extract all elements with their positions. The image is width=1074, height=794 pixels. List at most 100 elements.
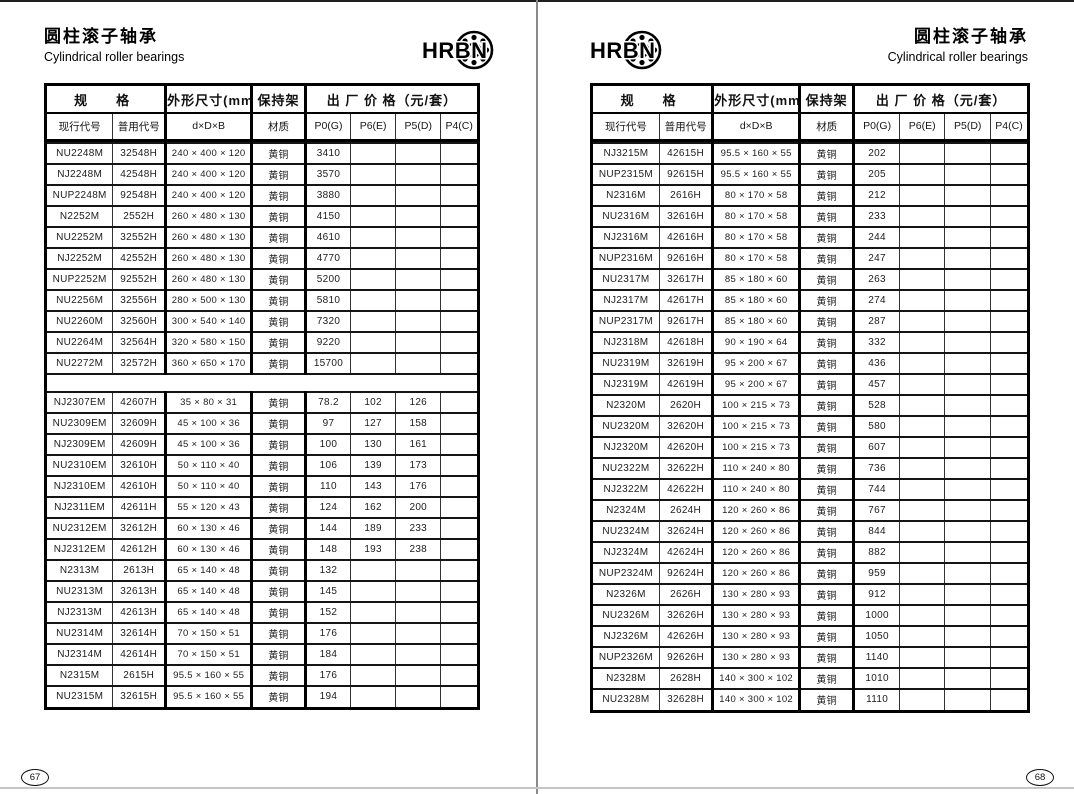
table-row: NJ2311EM 42611H 55 × 120 × 43 黄铜 124 162 200 — [47, 495, 477, 518]
table-cell — [395, 642, 441, 665]
col-group-dims: 外形尺寸(mm) — [711, 86, 800, 114]
table-cell — [944, 666, 991, 689]
table-cell — [440, 390, 477, 413]
table-cell — [944, 309, 991, 332]
table-cell: NJ2317M — [593, 288, 660, 311]
table-cell: 65 × 140 × 48 — [164, 579, 252, 602]
table-cell: 黄铜 — [250, 642, 306, 665]
col-group-cage: 保持架 — [798, 86, 854, 114]
col-header-p6: P6(E) — [898, 113, 945, 140]
table-row: NUP2248M 92548H 240 × 400 × 120 黄铜 3880 — [47, 183, 477, 206]
table-cell — [944, 204, 991, 227]
table-cell: 42607H — [112, 390, 166, 413]
table-cell — [898, 267, 945, 290]
table-cell: 42609H — [112, 432, 166, 455]
table-row: NU2326M 32626H 130 × 280 × 93 黄铜 1000 — [593, 603, 1027, 626]
table-row: NJ2318M 42618H 90 × 190 × 64 黄铜 332 — [593, 330, 1027, 353]
table-cell: 黄铜 — [798, 246, 854, 269]
table-block-1: NJ3215M 42615H 95.5 × 160 × 55 黄铜 202 NUP2315… — [593, 141, 1027, 710]
table-cell: 黄铜 — [798, 330, 854, 353]
col-header-common-code: 普用代号 — [112, 113, 166, 140]
table-row: NJ2319M 42619H 95 × 200 × 67 黄铜 457 — [593, 372, 1027, 395]
table-cell: 287 — [852, 309, 900, 332]
table-column-header-row: 现行代号 普用代号 d×D×B 材质 P0(G) P6(E) P5(D) P4(… — [47, 113, 477, 140]
table-cell — [350, 204, 396, 227]
table-row: NJ2313M 42613H 65 × 140 × 48 黄铜 152 — [47, 600, 477, 623]
table-cell: 32615H — [112, 684, 166, 707]
table-cell — [898, 393, 945, 416]
table-cell: 42548H — [112, 162, 166, 185]
table-cell — [990, 351, 1027, 374]
table-cell — [990, 603, 1027, 626]
table-cell: 黄铜 — [798, 372, 854, 395]
table-cell: 274 — [852, 288, 900, 311]
table-cell: 80 × 170 × 58 — [711, 246, 800, 269]
table-cell: 2624H — [658, 498, 713, 521]
table-cell: 127 — [350, 411, 396, 434]
table-cell: 黄铜 — [250, 411, 306, 434]
table-cell — [898, 687, 945, 710]
table-cell: 173 — [395, 453, 441, 476]
table-cell: 42552H — [112, 246, 166, 269]
table-row: NU2317M 32617H 85 × 180 × 60 黄铜 263 — [593, 267, 1027, 290]
table-cell: 92616H — [658, 246, 713, 269]
table-cell: NU2272M — [47, 351, 113, 374]
table-cell — [395, 684, 441, 707]
table-row: NJ2314M 42614H 70 × 150 × 51 黄铜 184 — [47, 642, 477, 665]
table-cell: 320 × 580 × 150 — [164, 330, 252, 353]
table-cell: NJ2314M — [47, 642, 113, 665]
table-cell: NU2317M — [593, 267, 660, 290]
table-cell: 92626H — [658, 645, 713, 668]
table-cell: 32552H — [112, 225, 166, 248]
table-cell — [440, 621, 477, 644]
table-cell: 260 × 480 × 130 — [164, 267, 252, 290]
table-cell: 139 — [350, 453, 396, 476]
table-cell: NJ2248M — [47, 162, 113, 185]
table-cell: 黄铜 — [798, 183, 854, 206]
table-cell: 161 — [395, 432, 441, 455]
hrb-logo: HRBN — [588, 28, 664, 74]
table-cell — [944, 477, 991, 500]
table-cell: 黄铜 — [250, 600, 306, 623]
table-cell — [944, 456, 991, 479]
table-column-header-row: 现行代号 普用代号 d×D×B 材质 P0(G) P6(E) P5(D) P4(… — [593, 113, 1027, 140]
table-cell: 144 — [303, 516, 351, 539]
table-row: NU2324M 32624H 120 × 260 × 86 黄铜 844 — [593, 519, 1027, 542]
table-cell — [898, 603, 945, 626]
table-row: NUP2252M 92552H 260 × 480 × 130 黄铜 5200 — [47, 267, 477, 290]
table-cell — [990, 624, 1027, 647]
table-cell — [944, 414, 991, 437]
table-cell: NU2320M — [593, 414, 660, 437]
table-cell: NU2252M — [47, 225, 113, 248]
table-cell: 744 — [852, 477, 900, 500]
table-row: NUP2326M 92626H 130 × 280 × 93 黄铜 1140 — [593, 645, 1027, 668]
table-cell — [350, 267, 396, 290]
table-cell: 黄铜 — [798, 540, 854, 563]
table-cell: 110 × 240 × 80 — [711, 456, 800, 479]
table-cell — [898, 330, 945, 353]
table-cell — [944, 393, 991, 416]
table-cell — [990, 288, 1027, 311]
table-cell: 244 — [852, 225, 900, 248]
table-header-left: 规 格 外形尺寸(mm) 保持架 出 厂 价 格（元/套） 现行代号 普用代号 … — [47, 86, 477, 142]
table-cell — [898, 624, 945, 647]
table-cell: NJ2324M — [593, 540, 660, 563]
table-cell — [898, 456, 945, 479]
table-cell — [395, 663, 441, 686]
table-cell: 32564H — [112, 330, 166, 353]
table-cell: 106 — [303, 453, 351, 476]
table-row: NUP2316M 92616H 80 × 170 × 58 黄铜 247 — [593, 246, 1027, 269]
table-cell: 黄铜 — [250, 309, 306, 332]
table-cell: 240 × 400 × 120 — [164, 162, 252, 185]
table-cell: 120 × 260 × 86 — [711, 519, 800, 542]
table-row: NU2272M 32572H 360 × 650 × 170 黄铜 15700 — [47, 351, 477, 374]
table-cell: N2313M — [47, 558, 113, 581]
page-title-cn: 圆柱滚子轴承 — [44, 27, 158, 46]
col-header-dims: d×D×B — [164, 113, 252, 140]
table-cell: NJ2309EM — [47, 432, 113, 455]
page-title-en: Cylindrical roller bearings — [44, 50, 185, 64]
table-cell: N2316M — [593, 183, 660, 206]
table-cell: 607 — [852, 435, 900, 458]
table-cell: NJ2316M — [593, 225, 660, 248]
table-cell: 1110 — [852, 687, 900, 710]
